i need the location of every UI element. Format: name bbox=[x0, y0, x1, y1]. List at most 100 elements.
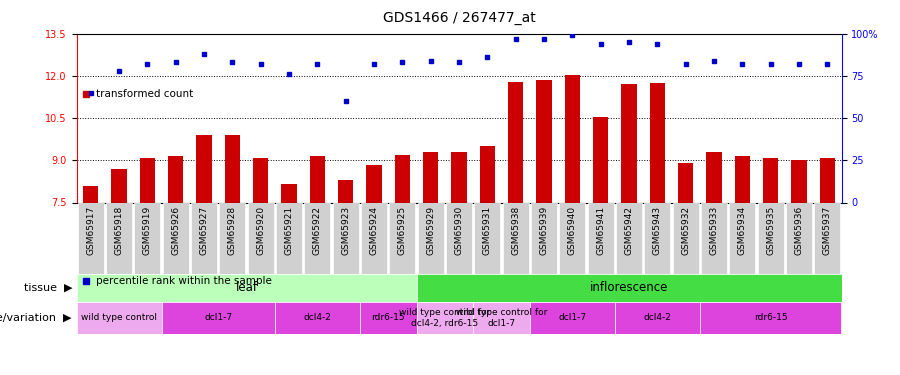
Bar bbox=[758, 202, 784, 274]
Text: GSM65941: GSM65941 bbox=[596, 206, 605, 255]
Bar bbox=[644, 202, 670, 274]
Bar bbox=[360, 302, 417, 334]
Text: GSM65938: GSM65938 bbox=[511, 206, 520, 255]
Bar bbox=[76, 302, 161, 334]
Text: GSM65924: GSM65924 bbox=[370, 206, 379, 255]
Bar bbox=[163, 202, 189, 274]
Text: GSM65931: GSM65931 bbox=[482, 206, 491, 255]
Bar bbox=[366, 165, 382, 202]
Bar bbox=[281, 184, 297, 203]
Bar bbox=[672, 202, 698, 274]
Text: GSM65925: GSM65925 bbox=[398, 206, 407, 255]
Text: dcl1-7: dcl1-7 bbox=[204, 314, 232, 322]
Bar bbox=[678, 163, 694, 202]
Text: GSM65918: GSM65918 bbox=[114, 206, 123, 255]
Bar bbox=[820, 158, 835, 203]
Text: GDS1466 / 267477_at: GDS1466 / 267477_at bbox=[382, 11, 536, 25]
Text: dcl4-2: dcl4-2 bbox=[303, 314, 331, 322]
Text: wild type control for
dcl4-2, rdr6-15: wild type control for dcl4-2, rdr6-15 bbox=[399, 308, 490, 327]
Text: rdr6-15: rdr6-15 bbox=[754, 314, 788, 322]
Text: percentile rank within the sample: percentile rank within the sample bbox=[96, 276, 272, 286]
Bar bbox=[502, 202, 528, 274]
Bar bbox=[786, 202, 812, 274]
Bar bbox=[423, 152, 438, 202]
Text: GSM65921: GSM65921 bbox=[284, 206, 293, 255]
Bar bbox=[451, 152, 467, 202]
Text: GSM65937: GSM65937 bbox=[823, 206, 832, 255]
Bar bbox=[310, 156, 325, 203]
Bar bbox=[791, 160, 806, 202]
Bar bbox=[564, 75, 580, 202]
Bar bbox=[248, 202, 274, 274]
Bar bbox=[701, 202, 727, 274]
Bar bbox=[83, 186, 98, 202]
Bar bbox=[700, 302, 842, 334]
Text: GSM65940: GSM65940 bbox=[568, 206, 577, 255]
Text: transformed count: transformed count bbox=[96, 89, 194, 99]
Bar bbox=[196, 135, 211, 202]
Bar bbox=[814, 202, 841, 274]
Text: GSM65917: GSM65917 bbox=[86, 206, 95, 255]
Text: rdr6-15: rdr6-15 bbox=[372, 314, 405, 322]
Bar bbox=[134, 202, 160, 274]
Bar bbox=[304, 202, 330, 274]
Text: wild type control for
dcl1-7: wild type control for dcl1-7 bbox=[455, 308, 547, 327]
Text: GSM65929: GSM65929 bbox=[427, 206, 436, 255]
Bar bbox=[418, 202, 444, 274]
Bar bbox=[417, 302, 473, 334]
Bar bbox=[140, 158, 155, 203]
Bar bbox=[621, 84, 637, 203]
Bar bbox=[593, 117, 608, 202]
Bar bbox=[530, 302, 615, 334]
Bar bbox=[161, 302, 274, 334]
Bar bbox=[474, 202, 500, 274]
Bar bbox=[191, 202, 217, 274]
Bar bbox=[333, 202, 359, 274]
Text: GSM65922: GSM65922 bbox=[313, 206, 322, 255]
Text: dcl1-7: dcl1-7 bbox=[558, 314, 587, 322]
Text: leaf: leaf bbox=[236, 281, 257, 294]
Text: GSM65919: GSM65919 bbox=[143, 206, 152, 255]
Bar bbox=[77, 202, 104, 274]
Text: GSM65936: GSM65936 bbox=[795, 206, 804, 255]
Text: GSM65935: GSM65935 bbox=[766, 206, 775, 255]
Text: GSM65932: GSM65932 bbox=[681, 206, 690, 255]
Bar bbox=[650, 83, 665, 203]
Text: GSM65942: GSM65942 bbox=[625, 206, 634, 255]
Bar bbox=[394, 155, 410, 203]
Bar bbox=[253, 158, 268, 203]
Bar bbox=[473, 302, 530, 334]
Bar bbox=[734, 156, 750, 203]
Bar bbox=[508, 82, 524, 203]
Bar bbox=[536, 80, 552, 203]
Bar bbox=[276, 202, 302, 274]
Text: tissue  ▶: tissue ▶ bbox=[23, 283, 72, 293]
Bar bbox=[559, 202, 585, 274]
Bar bbox=[480, 146, 495, 202]
Text: GSM65927: GSM65927 bbox=[200, 206, 209, 255]
Text: GSM65928: GSM65928 bbox=[228, 206, 237, 255]
Text: GSM65926: GSM65926 bbox=[171, 206, 180, 255]
Bar bbox=[220, 202, 246, 274]
Bar bbox=[446, 202, 472, 274]
Text: GSM65933: GSM65933 bbox=[709, 206, 718, 255]
Bar bbox=[417, 274, 842, 302]
Text: genotype/variation  ▶: genotype/variation ▶ bbox=[0, 313, 72, 323]
Bar bbox=[224, 135, 240, 202]
Text: GSM65930: GSM65930 bbox=[454, 206, 464, 255]
Bar bbox=[76, 274, 417, 302]
Bar bbox=[729, 202, 755, 274]
Bar bbox=[338, 180, 354, 203]
Bar bbox=[615, 302, 700, 334]
Bar bbox=[106, 202, 132, 274]
Text: GSM65939: GSM65939 bbox=[539, 206, 548, 255]
Text: wild type control: wild type control bbox=[81, 314, 157, 322]
Bar bbox=[616, 202, 642, 274]
Bar bbox=[168, 156, 184, 203]
Text: dcl4-2: dcl4-2 bbox=[644, 314, 671, 322]
Bar bbox=[763, 158, 778, 203]
Bar bbox=[361, 202, 387, 274]
Text: GSM65943: GSM65943 bbox=[652, 206, 662, 255]
Text: GSM65934: GSM65934 bbox=[738, 206, 747, 255]
Bar bbox=[112, 169, 127, 202]
